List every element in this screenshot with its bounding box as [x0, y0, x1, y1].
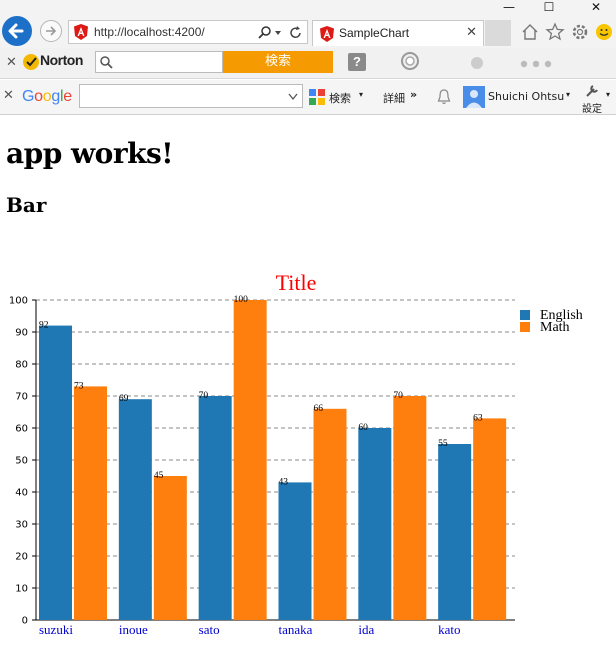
data-label: 70 — [393, 391, 403, 401]
chevron-down-icon[interactable] — [288, 93, 298, 101]
y-tick-label: 40 — [15, 488, 28, 499]
data-label: 63 — [473, 413, 483, 423]
search-icon[interactable] — [257, 25, 273, 41]
y-tick-label: 90 — [15, 328, 28, 339]
google-more-button[interactable]: 詳細 — [383, 92, 405, 105]
y-tick-label: 50 — [15, 456, 28, 467]
chevron-down-icon[interactable] — [274, 29, 282, 37]
legend-label: Math — [540, 320, 570, 335]
category-label: ida — [358, 622, 374, 637]
maximize-button[interactable]: ☐ — [543, 0, 555, 14]
tab-samplechart[interactable]: SampleChart ✕ — [312, 20, 484, 46]
expand-toolbar-icon[interactable]: » — [410, 88, 418, 101]
google-search-icon — [309, 89, 325, 105]
legend-swatch-english — [520, 310, 530, 320]
wrench-icon[interactable] — [584, 84, 600, 98]
y-tick-label: 60 — [15, 424, 28, 435]
norton-search-button[interactable]: 検索 — [223, 51, 333, 73]
browser-chrome: — ☐ ✕ http://localhost:4200/ — [0, 0, 616, 48]
bar-math-inoue — [153, 476, 187, 620]
chevron-down-icon[interactable]: ▾ — [566, 90, 571, 99]
chevron-down-icon[interactable]: ▾ — [359, 90, 364, 99]
bar-english-suzuki — [39, 325, 72, 620]
home-icon[interactable] — [520, 22, 540, 42]
back-button[interactable] — [2, 16, 32, 46]
bar-english-inoue — [118, 399, 152, 620]
gear-icon[interactable] — [570, 22, 590, 42]
close-norton-toolbar-icon[interactable]: ✕ — [6, 55, 17, 70]
category-label: suzuki — [39, 622, 73, 637]
data-label: 60 — [358, 423, 368, 433]
minimize-button[interactable]: — — [503, 0, 515, 14]
data-label: 100 — [234, 295, 249, 305]
norton-check-icon — [23, 54, 39, 70]
bar-english-ida — [358, 428, 392, 620]
chart-title: Title — [276, 270, 317, 295]
norton-search-input[interactable] — [95, 51, 223, 73]
angular-logo-icon — [74, 24, 88, 40]
bar-math-kato — [473, 418, 507, 620]
close-window-button[interactable]: ✕ — [590, 0, 602, 14]
data-label: 66 — [314, 404, 324, 414]
page-title: app works! — [6, 137, 174, 170]
bar-math-suzuki — [74, 386, 107, 620]
norton-help-icon[interactable]: ? — [348, 53, 366, 71]
y-tick-label: 80 — [15, 360, 28, 371]
legend-label: English — [540, 308, 583, 323]
bar-english-sato — [198, 396, 232, 620]
new-tab-button[interactable] — [485, 20, 511, 46]
legend-swatch-math — [520, 322, 530, 332]
page-subtitle: Bar — [6, 193, 47, 217]
bar-math-ida — [393, 396, 427, 620]
bar-english-tanaka — [278, 482, 312, 620]
smiley-icon[interactable] — [594, 22, 614, 42]
y-tick-label: 10 — [15, 584, 28, 595]
category-label: tanaka — [279, 622, 313, 637]
star-icon[interactable] — [545, 22, 565, 42]
bar-math-sato — [233, 300, 267, 620]
google-logo: Google — [22, 88, 72, 105]
search-icon — [100, 56, 113, 69]
address-bar[interactable]: http://localhost:4200/ — [68, 20, 308, 44]
category-label: sato — [199, 622, 220, 637]
back-arrow-icon — [8, 23, 24, 39]
more-options-icon[interactable] — [520, 60, 556, 68]
y-tick-label: 30 — [15, 520, 28, 531]
settings-label[interactable]: 設定 — [582, 104, 602, 115]
tab-title: SampleChart — [339, 26, 410, 40]
bar-english-kato — [438, 444, 472, 620]
data-label: 73 — [74, 381, 84, 391]
bar-chart: Title 0 10 20 30 40 50 60 70 80 90 100 92 73 suzuki 69 4… — [9, 270, 583, 637]
category-label: inoue — [119, 622, 148, 637]
user-name[interactable]: Shuichi Ohtsu — [488, 90, 565, 103]
data-label: 92 — [39, 321, 49, 331]
data-label: 43 — [279, 477, 289, 487]
data-label: 45 — [154, 471, 164, 481]
norton-expand-icon[interactable] — [470, 56, 484, 70]
address-url: http://localhost:4200/ — [94, 25, 205, 39]
avatar[interactable] — [463, 86, 485, 108]
y-tick-label: 70 — [15, 392, 28, 403]
data-label: 55 — [438, 439, 448, 449]
y-tick-label: 0 — [22, 616, 28, 627]
chevron-down-icon[interactable]: ▾ — [606, 90, 611, 99]
norton-safe-web-icon[interactable] — [400, 51, 420, 71]
y-tick-label: 100 — [9, 296, 28, 307]
forward-button[interactable] — [40, 20, 62, 42]
bar-math-tanaka — [313, 408, 347, 620]
google-search-input[interactable] — [79, 84, 303, 108]
refresh-icon[interactable] — [288, 25, 304, 41]
tab-close-icon[interactable]: ✕ — [466, 25, 477, 40]
forward-arrow-icon — [46, 26, 57, 36]
norton-logo: Norton — [40, 52, 83, 68]
google-search-button[interactable]: 検索 — [329, 92, 351, 105]
bell-icon[interactable] — [436, 88, 452, 106]
data-label: 70 — [199, 391, 209, 401]
category-label: kato — [438, 622, 460, 637]
data-label: 69 — [119, 394, 129, 404]
angular-logo-icon — [320, 26, 334, 42]
close-google-toolbar-icon[interactable]: ✕ — [3, 88, 14, 103]
y-tick-label: 20 — [15, 552, 28, 563]
